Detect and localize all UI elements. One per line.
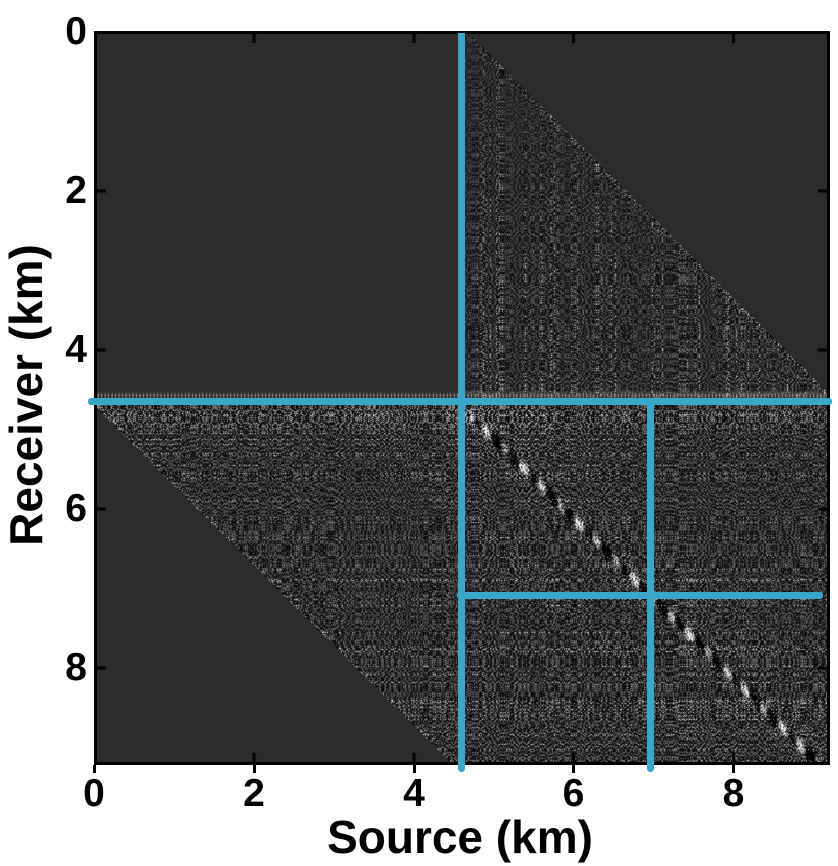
x-tick-label: 8 bbox=[722, 772, 745, 815]
x-tick-label: 6 bbox=[562, 772, 585, 815]
x-tick-label: 0 bbox=[83, 772, 105, 815]
y-tick-label: 4 bbox=[65, 328, 87, 371]
y-tick-label: 0 bbox=[65, 10, 87, 53]
x-tick-label: 4 bbox=[403, 772, 425, 815]
x-tick-mark bbox=[252, 765, 256, 773]
plot-area bbox=[88, 31, 832, 772]
partition-line-horizontal-1 bbox=[88, 397, 832, 405]
x-tick-mark bbox=[92, 765, 96, 773]
x-axis-label: Source (km) bbox=[327, 811, 593, 863]
x-tick-label: 2 bbox=[243, 772, 265, 815]
y-tick-label: 8 bbox=[65, 646, 87, 689]
partition-line-vertical-2 bbox=[646, 398, 654, 772]
y-tick-label: 6 bbox=[65, 487, 87, 530]
x-tick-mark bbox=[572, 765, 575, 773]
x-tick-mark bbox=[412, 765, 416, 773]
partition-line-horizontal-2 bbox=[457, 591, 823, 599]
y-tick-label: 2 bbox=[65, 169, 87, 212]
x-tick-mark bbox=[732, 765, 735, 773]
